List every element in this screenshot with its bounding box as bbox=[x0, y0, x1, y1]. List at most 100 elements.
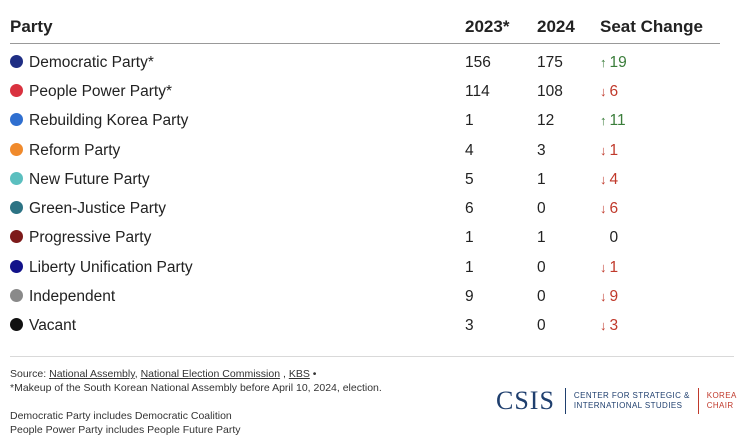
seat-change-value: 1 bbox=[609, 258, 619, 276]
seat-change-value: 3 bbox=[609, 317, 619, 335]
up-arrow-icon: ↑ bbox=[600, 54, 607, 70]
seats-2024: 0 bbox=[537, 258, 546, 276]
party-cell: Rebuilding Korea Party bbox=[10, 107, 465, 136]
makeup-note: *Makeup of the South Korean National Ass… bbox=[10, 382, 382, 394]
seat-change: ↓ 6 bbox=[600, 194, 720, 223]
party-color-dot bbox=[10, 113, 23, 127]
seat-change-value: 6 bbox=[609, 200, 619, 218]
party-color-dot bbox=[10, 230, 23, 244]
up-arrow-icon: ↑ bbox=[600, 113, 607, 129]
footer-divider bbox=[10, 356, 734, 357]
down-arrow-icon: ↓ bbox=[600, 289, 607, 305]
note-ppp: People Power Party includes People Futur… bbox=[10, 424, 241, 436]
down-arrow-icon: ↓ bbox=[600, 318, 607, 334]
seat-change: ↓ 6 bbox=[600, 77, 720, 106]
party-cell: Liberty Unification Party bbox=[10, 253, 465, 282]
seat-change-value: 6 bbox=[609, 82, 619, 100]
party-cell: Green-Justice Party bbox=[10, 194, 465, 223]
party-cell: Democratic Party* bbox=[10, 44, 465, 78]
source-link-kbs[interactable]: KBS bbox=[288, 368, 310, 380]
footer-notes: Source: National Assembly, National Elec… bbox=[10, 367, 382, 437]
seats-2024: 1 bbox=[537, 229, 546, 247]
csis-wordmark: CSIS bbox=[496, 386, 555, 415]
seat-change: ↑ 19 bbox=[600, 44, 720, 78]
seat-change: ↓ 1 bbox=[600, 253, 720, 282]
down-arrow-icon: ↓ bbox=[600, 201, 607, 217]
table-row: Progressive Party 1 1 0 bbox=[10, 224, 720, 253]
seats-2023: 1 bbox=[465, 229, 474, 247]
party-name: New Future Party bbox=[29, 170, 150, 188]
party-color-dot bbox=[10, 259, 23, 273]
seats-2024: 0 bbox=[537, 288, 546, 306]
party-cell: People Power Party* bbox=[10, 77, 465, 106]
down-arrow-icon: ↓ bbox=[600, 259, 607, 275]
seats-2023: 5 bbox=[465, 170, 474, 188]
seats-2023: 114 bbox=[465, 82, 490, 100]
seat-change-value: 4 bbox=[609, 170, 619, 188]
party-cell: Progressive Party bbox=[10, 224, 465, 253]
party-name: People Power Party* bbox=[29, 82, 173, 100]
seats-2023: 6 bbox=[465, 200, 474, 218]
seats-2024: 0 bbox=[537, 200, 546, 218]
seats-2023: 9 bbox=[465, 288, 474, 306]
party-name: Liberty Unification Party bbox=[29, 258, 193, 276]
party-color-dot bbox=[10, 318, 23, 332]
seat-change: 0 bbox=[600, 224, 720, 253]
seats-2024: 108 bbox=[537, 82, 563, 100]
seats-2023: 4 bbox=[465, 141, 474, 159]
logo-divider-red bbox=[697, 388, 699, 414]
seats-2023: 3 bbox=[465, 317, 474, 335]
seat-change-value: 19 bbox=[609, 53, 627, 71]
seat-change: ↓ 4 bbox=[600, 165, 720, 194]
party-color-dot bbox=[10, 289, 23, 303]
seat-change-value: 0 bbox=[609, 229, 619, 247]
header-party: Party bbox=[10, 10, 465, 44]
seats-2023: 1 bbox=[465, 112, 474, 130]
seat-change: ↓ 9 bbox=[600, 282, 720, 311]
table-row: Vacant 3 0 ↓ 3 bbox=[10, 312, 720, 341]
party-cell: New Future Party bbox=[10, 165, 465, 194]
csis-logo: CSIS CENTER FOR STRATEGIC & INTERNATIONA… bbox=[496, 386, 737, 416]
party-cell: Independent bbox=[10, 282, 465, 311]
source-label: Source: bbox=[10, 368, 47, 380]
table-row: Democratic Party* 156 175 ↑ 19 bbox=[10, 44, 720, 78]
seat-change-value: 9 bbox=[609, 288, 619, 306]
seat-table: Party 2023* 2024 Seat Change Democratic … bbox=[10, 10, 720, 341]
party-name: Independent bbox=[29, 288, 116, 306]
table-row: New Future Party 5 1 ↓ 4 bbox=[10, 165, 720, 194]
logo-center-line1: CENTER FOR STRATEGIC & bbox=[573, 391, 690, 400]
party-color-dot bbox=[10, 83, 23, 97]
party-name: Green-Justice Party bbox=[29, 200, 166, 218]
seat-change: ↓ 1 bbox=[600, 136, 720, 165]
seat-change-value: 11 bbox=[609, 112, 626, 130]
source-line: Source: National Assembly, National Elec… bbox=[10, 368, 317, 380]
header-seat-change: Seat Change bbox=[600, 10, 720, 44]
party-color-dot bbox=[10, 54, 23, 68]
party-name: Rebuilding Korea Party bbox=[29, 112, 189, 130]
source-link-national-assembly[interactable]: National Assembly bbox=[49, 368, 135, 380]
header-row: Party 2023* 2024 Seat Change bbox=[10, 10, 720, 44]
seat-change: ↓ 3 bbox=[600, 312, 720, 341]
source-link-election-commission[interactable]: National Election Commission bbox=[140, 368, 281, 380]
table-row: People Power Party* 114 108 ↓ 6 bbox=[10, 77, 720, 106]
party-cell: Reform Party bbox=[10, 136, 465, 165]
party-name: Reform Party bbox=[29, 141, 121, 159]
seats-2024: 12 bbox=[537, 112, 555, 130]
party-cell: Vacant bbox=[10, 312, 465, 341]
logo-center-line2: INTERNATIONAL STUDIES bbox=[573, 401, 683, 410]
seats-2024: 0 bbox=[537, 317, 546, 335]
seats-2023: 156 bbox=[465, 53, 491, 71]
table-row: Rebuilding Korea Party 1 12 ↑ 11 bbox=[10, 107, 720, 136]
table-row: Reform Party 4 3 ↓ 1 bbox=[10, 136, 720, 165]
seats-2024: 3 bbox=[537, 141, 546, 159]
seat-change-value: 1 bbox=[609, 141, 619, 159]
seats-2024: 1 bbox=[537, 170, 546, 188]
party-name: Vacant bbox=[29, 317, 77, 335]
seats-2023: 1 bbox=[465, 258, 474, 276]
party-color-dot bbox=[10, 142, 23, 156]
note-democratic: Democratic Party includes Democratic Coa… bbox=[10, 410, 232, 422]
header-2023: 2023* bbox=[465, 10, 537, 44]
party-color-dot bbox=[10, 171, 23, 185]
down-arrow-icon: ↓ bbox=[600, 171, 607, 187]
